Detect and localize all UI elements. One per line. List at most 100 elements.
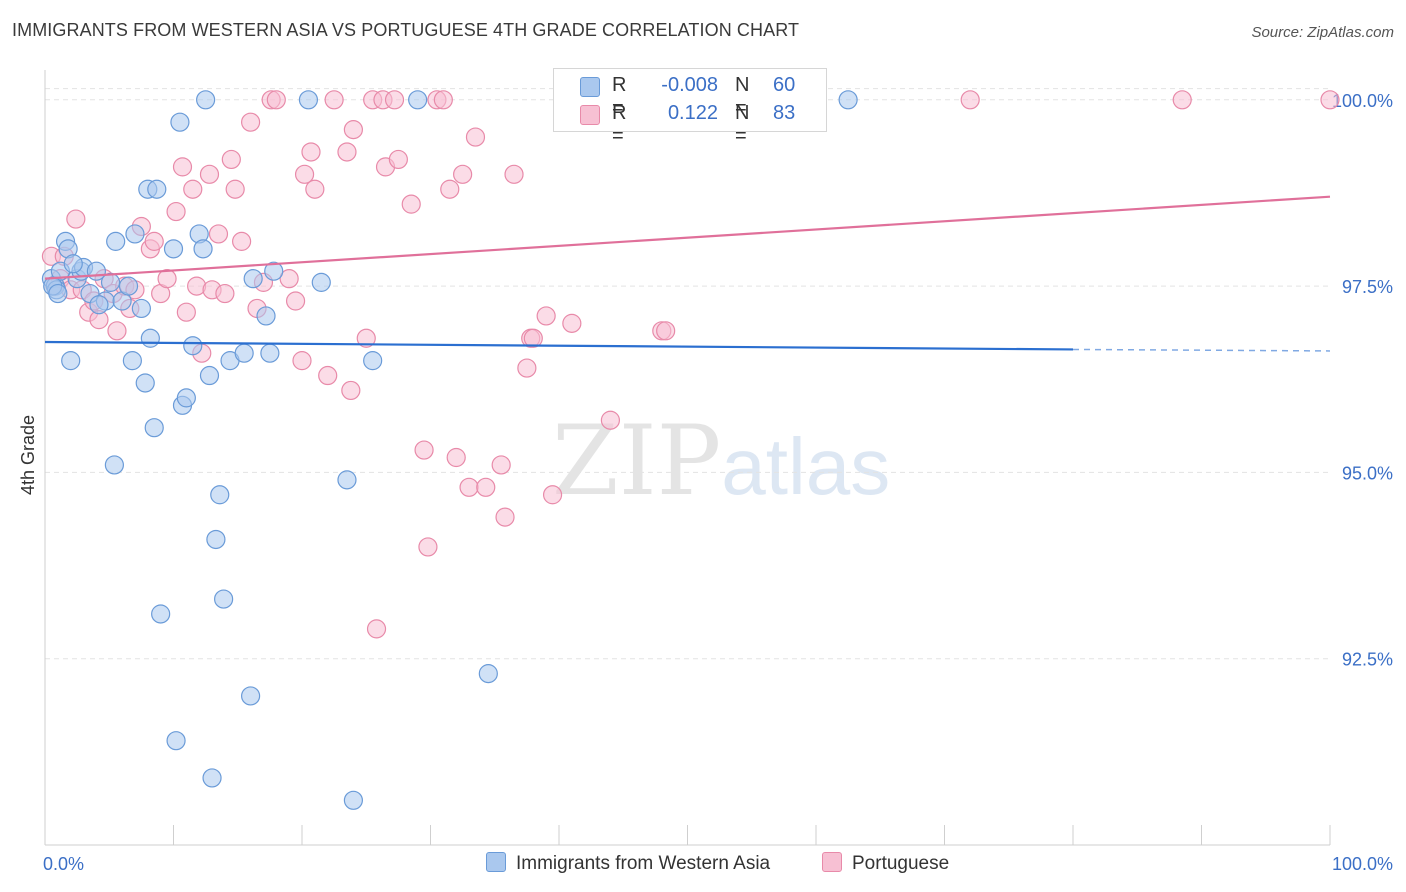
r-value: 0.122	[667, 102, 718, 124]
portuguese-point	[301, 142, 321, 162]
portuguese-point	[107, 321, 127, 341]
portuguese-point	[401, 194, 421, 214]
western-asia-point	[838, 90, 858, 110]
western-asia-trendline	[44, 340, 1074, 351]
portuguese-point	[292, 351, 312, 371]
pink-legend-swatch	[822, 852, 842, 872]
portuguese-point	[440, 179, 460, 199]
western-asia-point	[48, 283, 68, 304]
western-asia-point	[298, 90, 319, 110]
portuguese-point	[388, 149, 408, 170]
western-asia-point	[196, 90, 216, 110]
portuguese-point	[1172, 90, 1192, 110]
blue-legend-swatch	[486, 852, 506, 872]
r-label: R =	[612, 102, 627, 147]
portuguese-point	[199, 164, 220, 184]
legend-item-western-asia[interactable]: Immigrants from Western Asia	[486, 852, 770, 875]
western-asia-point	[144, 418, 164, 438]
portuguese-point	[542, 485, 563, 505]
r-value: -0.008	[661, 74, 718, 96]
stats-legend: R = -0.008 N = 60 R = 0.122 N = 83	[553, 68, 827, 147]
portuguese-point	[476, 477, 496, 497]
portuguese-point	[523, 328, 543, 348]
portuguese-point	[517, 358, 537, 378]
watermark: ZIPatlas	[552, 405, 890, 517]
western-asia-point	[256, 306, 276, 326]
western-asia-point	[206, 529, 226, 550]
n-label: N =	[735, 102, 750, 147]
portuguese-point	[562, 313, 582, 333]
portuguese-point	[225, 179, 245, 199]
portuguese-point	[414, 440, 434, 460]
western-asia-point	[131, 298, 151, 319]
western-asia-point	[125, 224, 145, 244]
western-asia-point	[264, 261, 284, 281]
western-asia-point	[343, 790, 363, 810]
portuguese-point	[960, 90, 980, 110]
y-tick-label: 100.0%	[1332, 91, 1393, 111]
portuguese-point	[453, 164, 473, 184]
portuguese-point	[418, 537, 438, 557]
portuguese-point	[266, 90, 286, 110]
western-asia-point	[260, 343, 280, 363]
portuguese-point	[459, 477, 479, 497]
portuguese-point	[1320, 90, 1340, 110]
western-asia-point	[210, 485, 230, 505]
western-asia-point	[193, 239, 213, 259]
western-asia-point	[151, 604, 171, 624]
portuguese-point	[157, 269, 177, 289]
western-asia-point	[214, 589, 234, 609]
western-asia-point	[89, 295, 109, 315]
x-tick-label-min: 0.0%	[43, 854, 84, 874]
western-asia-point	[337, 470, 357, 490]
western-asia-point	[61, 351, 81, 371]
western-asia-point	[170, 112, 190, 132]
portuguese-point	[232, 231, 252, 251]
portuguese-point	[294, 164, 315, 184]
watermark-zip: ZIP	[552, 405, 722, 517]
western-asia-point	[243, 269, 263, 289]
portuguese-point	[366, 619, 387, 639]
x-tick-label-max: 100.0%	[1332, 854, 1393, 874]
portuguese-point	[215, 283, 235, 304]
n-value: 60	[773, 74, 796, 96]
portuguese-point	[600, 410, 621, 430]
legend-label-western-asia: Immigrants from Western Asia	[516, 853, 771, 874]
western-asia-point	[106, 231, 126, 251]
chart-title: IMMIGRANTS FROM WESTERN ASIA VS PORTUGUE…	[12, 20, 800, 40]
n-value: 83	[773, 102, 796, 124]
pink-swatch	[580, 105, 600, 125]
legend-item-portuguese[interactable]: Portuguese	[822, 852, 949, 875]
western-asia-point	[140, 328, 160, 348]
portuguese-point	[536, 306, 556, 326]
r-label: R =	[612, 74, 627, 119]
western-asia-point	[202, 768, 222, 788]
western-asia-point	[166, 731, 186, 751]
western-asia-point	[408, 90, 428, 110]
portuguese-point	[183, 179, 203, 199]
portuguese-point	[172, 157, 193, 177]
portuguese-point	[66, 209, 86, 229]
western-asia-point	[478, 664, 498, 684]
western-asia-point	[241, 686, 261, 706]
portuguese-point	[318, 365, 338, 386]
portuguese-point	[341, 380, 361, 401]
portuguese-point	[144, 231, 164, 251]
western-asia-point	[118, 276, 139, 296]
portuguese-point	[446, 447, 466, 468]
portuguese-point	[279, 269, 299, 289]
y-tick-label: 97.5%	[1342, 277, 1393, 297]
western-asia-point	[135, 373, 155, 393]
western-asia-point	[163, 239, 184, 259]
portuguese-point	[384, 90, 405, 110]
western-asia-point	[176, 388, 196, 408]
portuguese-point	[491, 455, 511, 475]
legend-label-portuguese: Portuguese	[852, 853, 950, 874]
portuguese-point	[504, 164, 524, 184]
western-asia-trendline-extension	[1072, 348, 1331, 352]
western-asia-point	[100, 272, 121, 292]
western-asia-point	[234, 343, 254, 363]
source-credit: Source: ZipAtlas.com	[1251, 24, 1394, 41]
western-asia-point	[183, 336, 203, 356]
western-asia-point	[363, 351, 383, 371]
